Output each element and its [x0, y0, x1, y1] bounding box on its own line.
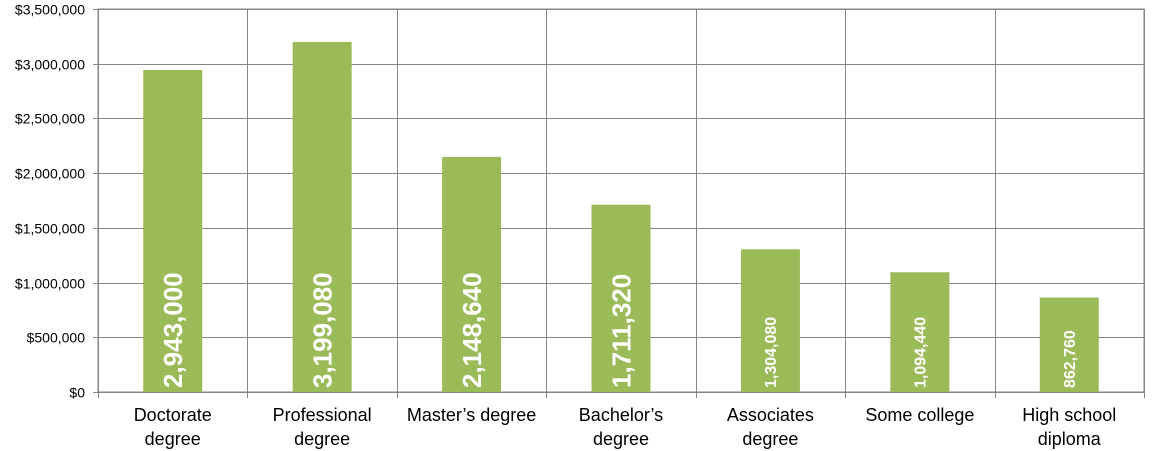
- bar: [890, 272, 950, 392]
- x-category-label: degree: [294, 429, 350, 449]
- x-category-label: degree: [593, 429, 649, 449]
- y-tick-label: $1,500,000: [15, 221, 85, 237]
- bar: [143, 69, 203, 392]
- x-category-label: Doctorate: [134, 405, 212, 425]
- x-category-label: degree: [145, 429, 201, 449]
- x-category-label: Professional: [273, 405, 372, 425]
- bar: [292, 41, 352, 392]
- x-category-label: diploma: [1038, 429, 1102, 449]
- x-category-label: degree: [742, 429, 798, 449]
- y-tick-label: $2,000,000: [15, 166, 85, 182]
- y-tick-label: $500,000: [27, 330, 86, 346]
- bar: [442, 156, 502, 392]
- bar-data-label: 2,148,640: [457, 272, 487, 388]
- bar-data-label: 1,711,320: [606, 274, 636, 388]
- y-tick-label: $3,000,000: [15, 57, 85, 73]
- bar-data-label: 862,760: [1062, 330, 1079, 388]
- bar-data-label: 1,094,440: [913, 317, 930, 388]
- x-category-label: Associates: [727, 405, 814, 425]
- bar: [1039, 297, 1099, 392]
- x-category-label: Bachelor’s: [579, 405, 663, 425]
- x-category-label: Master’s degree: [407, 405, 536, 425]
- bar: [740, 249, 800, 392]
- y-tick-label: $2,500,000: [15, 111, 85, 127]
- bar-data-label: 2,943,000: [158, 272, 188, 388]
- bar-data-label: 1,304,080: [763, 317, 780, 388]
- y-tick-label: $0: [69, 385, 85, 401]
- x-category-label: High school: [1022, 405, 1116, 425]
- y-tick-label: $3,500,000: [15, 2, 85, 18]
- y-tick-label: $1,000,000: [15, 276, 85, 292]
- x-category-label: Some college: [865, 405, 974, 425]
- bar: [591, 204, 651, 392]
- bar-data-label: 3,199,080: [308, 272, 338, 388]
